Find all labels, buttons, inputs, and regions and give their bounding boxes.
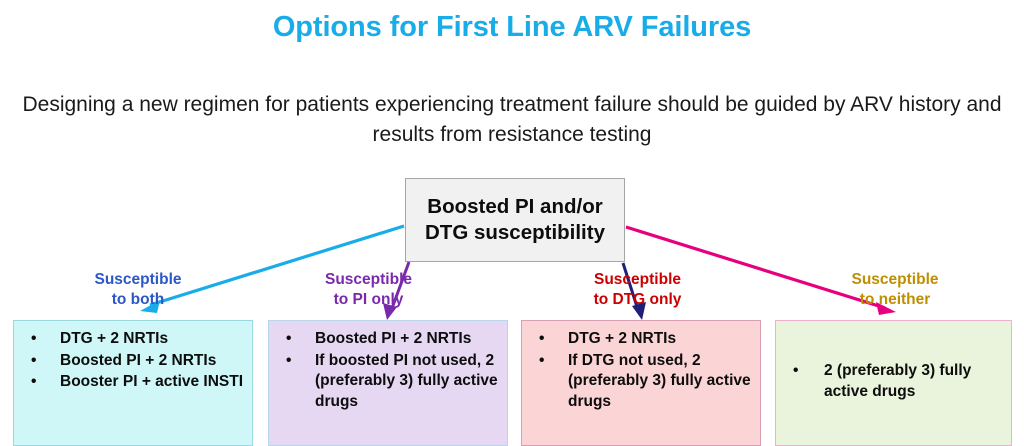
list-item: • 2 (preferably 3) fully active drugs bbox=[786, 361, 1003, 402]
list-item: • DTG + 2 NRTIs bbox=[24, 329, 244, 350]
option-list-pi-only: • Boosted PI + 2 NRTIs • If boosted PI not… bbox=[279, 329, 499, 412]
list-item: • Boosted PI + 2 NRTIs bbox=[279, 329, 499, 350]
list-item: • Boosted PI + 2 NRTIs bbox=[24, 351, 244, 372]
list-item-label: Boosted PI + 2 NRTIs bbox=[60, 351, 217, 369]
bullet-icon: • bbox=[31, 351, 37, 369]
option-box-neither: • 2 (preferably 3) fully active drugs bbox=[775, 320, 1012, 446]
bullet-icon: • bbox=[539, 330, 545, 347]
list-item: • If boosted PI not used, 2 (preferably 3… bbox=[279, 351, 499, 413]
list-item-label: Boosted PI + 2 NRTIs bbox=[315, 330, 472, 347]
bullet-icon: • bbox=[286, 351, 292, 369]
option-box-both: • DTG + 2 NRTIs • Boosted PI + 2 NRTIs • Bo… bbox=[13, 320, 253, 446]
column-header-both: Susceptible to both bbox=[94, 271, 182, 308]
list-item: • If DTG not used, 2 (preferably 3) fully… bbox=[532, 351, 752, 413]
bullet-icon: • bbox=[31, 373, 37, 391]
list-item-label: DTG + 2 NRTIs bbox=[60, 330, 169, 347]
option-list-both: • DTG + 2 NRTIs • Boosted PI + 2 NRTIs • Bo… bbox=[24, 329, 244, 393]
central-decision-box-label: Boosted PI and/or DTG susceptibility bbox=[425, 194, 605, 244]
list-item-label: If DTG not used, 2 (preferably 3) fully … bbox=[568, 351, 751, 410]
option-box-dtg-only: • DTG + 2 NRTIs • If DTG not used, 2 (pref… bbox=[521, 320, 761, 446]
slide-subtitle: Designing a new regimen for patients exp… bbox=[22, 93, 1002, 146]
option-box-pi-only: • Boosted PI + 2 NRTIs • If boosted PI not… bbox=[268, 320, 508, 446]
bullet-icon: • bbox=[539, 351, 545, 369]
bullet-icon: • bbox=[286, 330, 292, 347]
list-item: • DTG + 2 NRTIs bbox=[532, 329, 752, 350]
column-header-pi-only: Susceptible to PI only bbox=[325, 271, 412, 308]
option-list-neither: • 2 (preferably 3) fully active drugs bbox=[786, 361, 1003, 402]
list-item-label: DTG + 2 NRTIs bbox=[568, 330, 677, 347]
bullet-icon: • bbox=[31, 330, 37, 347]
list-item: • Booster PI + active INSTI bbox=[24, 372, 244, 393]
column-header-neither: Susceptible to neither bbox=[851, 271, 939, 308]
column-header-dtg-only: Susceptible to DTG only bbox=[593, 271, 682, 308]
page-title: Options for First Line ARV Failures bbox=[272, 11, 752, 43]
list-item-label: Booster PI + active INSTI bbox=[60, 373, 244, 391]
list-item-label: 2 (preferably 3) fully active drugs bbox=[824, 362, 972, 400]
list-item-label: If boosted PI not used, 2 (preferably 3)… bbox=[315, 351, 498, 410]
option-list-dtg-only: • DTG + 2 NRTIs • If DTG not used, 2 (pref… bbox=[532, 329, 752, 412]
bullet-icon: • bbox=[793, 362, 799, 379]
central-decision-box: Boosted PI and/or DTG susceptibility bbox=[405, 178, 625, 262]
